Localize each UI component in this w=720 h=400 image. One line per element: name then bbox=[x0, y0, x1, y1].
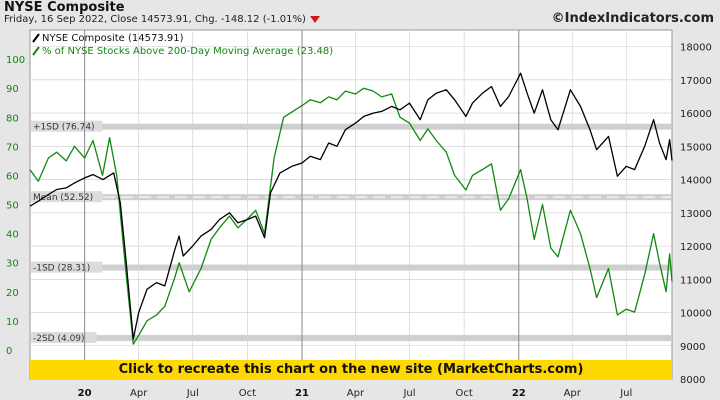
year-tick-label: 20 bbox=[78, 388, 92, 399]
subtitle-text: Friday, 16 Sep 2022, Close 14573.91, Chg… bbox=[4, 14, 306, 25]
legend-label-pct: % of NYSE Stocks Above 200-Day Moving Av… bbox=[42, 46, 333, 57]
recreate-chart-banner[interactable]: Click to recreate this chart on the new … bbox=[30, 360, 672, 379]
left-tick-label: 30 bbox=[6, 259, 19, 270]
left-tick-label: 60 bbox=[6, 171, 19, 182]
right-tick-label: 15000 bbox=[680, 142, 712, 153]
left-tick-label: 80 bbox=[6, 113, 19, 124]
right-tick-label: 17000 bbox=[680, 76, 712, 87]
left-tick-label: 70 bbox=[6, 142, 19, 153]
site-watermark: ©IndexIndicators.com bbox=[551, 11, 714, 26]
down-arrow-icon bbox=[309, 15, 320, 23]
band-label: -1SD (28.31) bbox=[33, 264, 90, 274]
month-tick-label: Apr bbox=[130, 388, 148, 399]
sd-band bbox=[31, 264, 671, 271]
right-tick-label: 18000 bbox=[680, 43, 712, 54]
left-tick-label: 50 bbox=[6, 201, 19, 212]
band-label-bg bbox=[31, 120, 103, 132]
left-tick-label: 10 bbox=[6, 317, 19, 328]
right-tick-label: 9000 bbox=[680, 342, 705, 353]
pct-above-200dma-line bbox=[29, 87, 673, 345]
right-tick-label: 14000 bbox=[680, 176, 712, 187]
year-tick-label: 22 bbox=[512, 388, 526, 399]
year-tick-label: 21 bbox=[295, 388, 309, 399]
band-label-bg bbox=[31, 261, 103, 273]
band-label: -2SD (4.09) bbox=[33, 334, 85, 344]
right-tick-label: 11000 bbox=[680, 275, 712, 286]
sd-band bbox=[31, 194, 671, 201]
plot-area bbox=[29, 29, 673, 380]
legend-label-index: NYSE Composite (14573.91) bbox=[42, 33, 184, 44]
month-tick-label: Oct bbox=[455, 388, 472, 399]
legend-swatch-pct bbox=[32, 46, 40, 56]
month-tick-label: Jul bbox=[402, 388, 415, 399]
left-tick-label: 20 bbox=[6, 288, 19, 299]
month-tick-label: Jul bbox=[619, 388, 632, 399]
legend: NYSE Composite (14573.91) % of NYSE Stock… bbox=[32, 33, 333, 57]
left-tick-label: 90 bbox=[6, 84, 19, 95]
month-tick-label: Jul bbox=[186, 388, 199, 399]
legend-swatch-index bbox=[32, 33, 40, 43]
band-label: Mean (52.52) bbox=[33, 193, 93, 203]
left-tick-label: 40 bbox=[6, 230, 19, 241]
left-tick-label: 0 bbox=[6, 346, 12, 357]
month-tick-label: Apr bbox=[564, 388, 582, 399]
sd-band bbox=[31, 335, 671, 342]
right-tick-label: 13000 bbox=[680, 209, 712, 220]
month-tick-label: Oct bbox=[239, 388, 256, 399]
right-tick-label: 10000 bbox=[680, 309, 712, 320]
month-tick-label: Apr bbox=[347, 388, 365, 399]
band-label-bg bbox=[31, 191, 103, 203]
left-tick-label: 100 bbox=[6, 55, 25, 66]
chart-title: NYSE Composite bbox=[4, 0, 125, 15]
band-label: +1SD (76.74) bbox=[33, 123, 95, 133]
band-label-bg bbox=[31, 332, 97, 344]
right-tick-label: 8000 bbox=[680, 375, 705, 386]
nyse-composite-line bbox=[29, 72, 673, 340]
chart-subtitle: Friday, 16 Sep 2022, Close 14573.91, Chg… bbox=[4, 14, 320, 25]
right-tick-label: 16000 bbox=[680, 109, 712, 120]
right-tick-label: 12000 bbox=[680, 242, 712, 253]
